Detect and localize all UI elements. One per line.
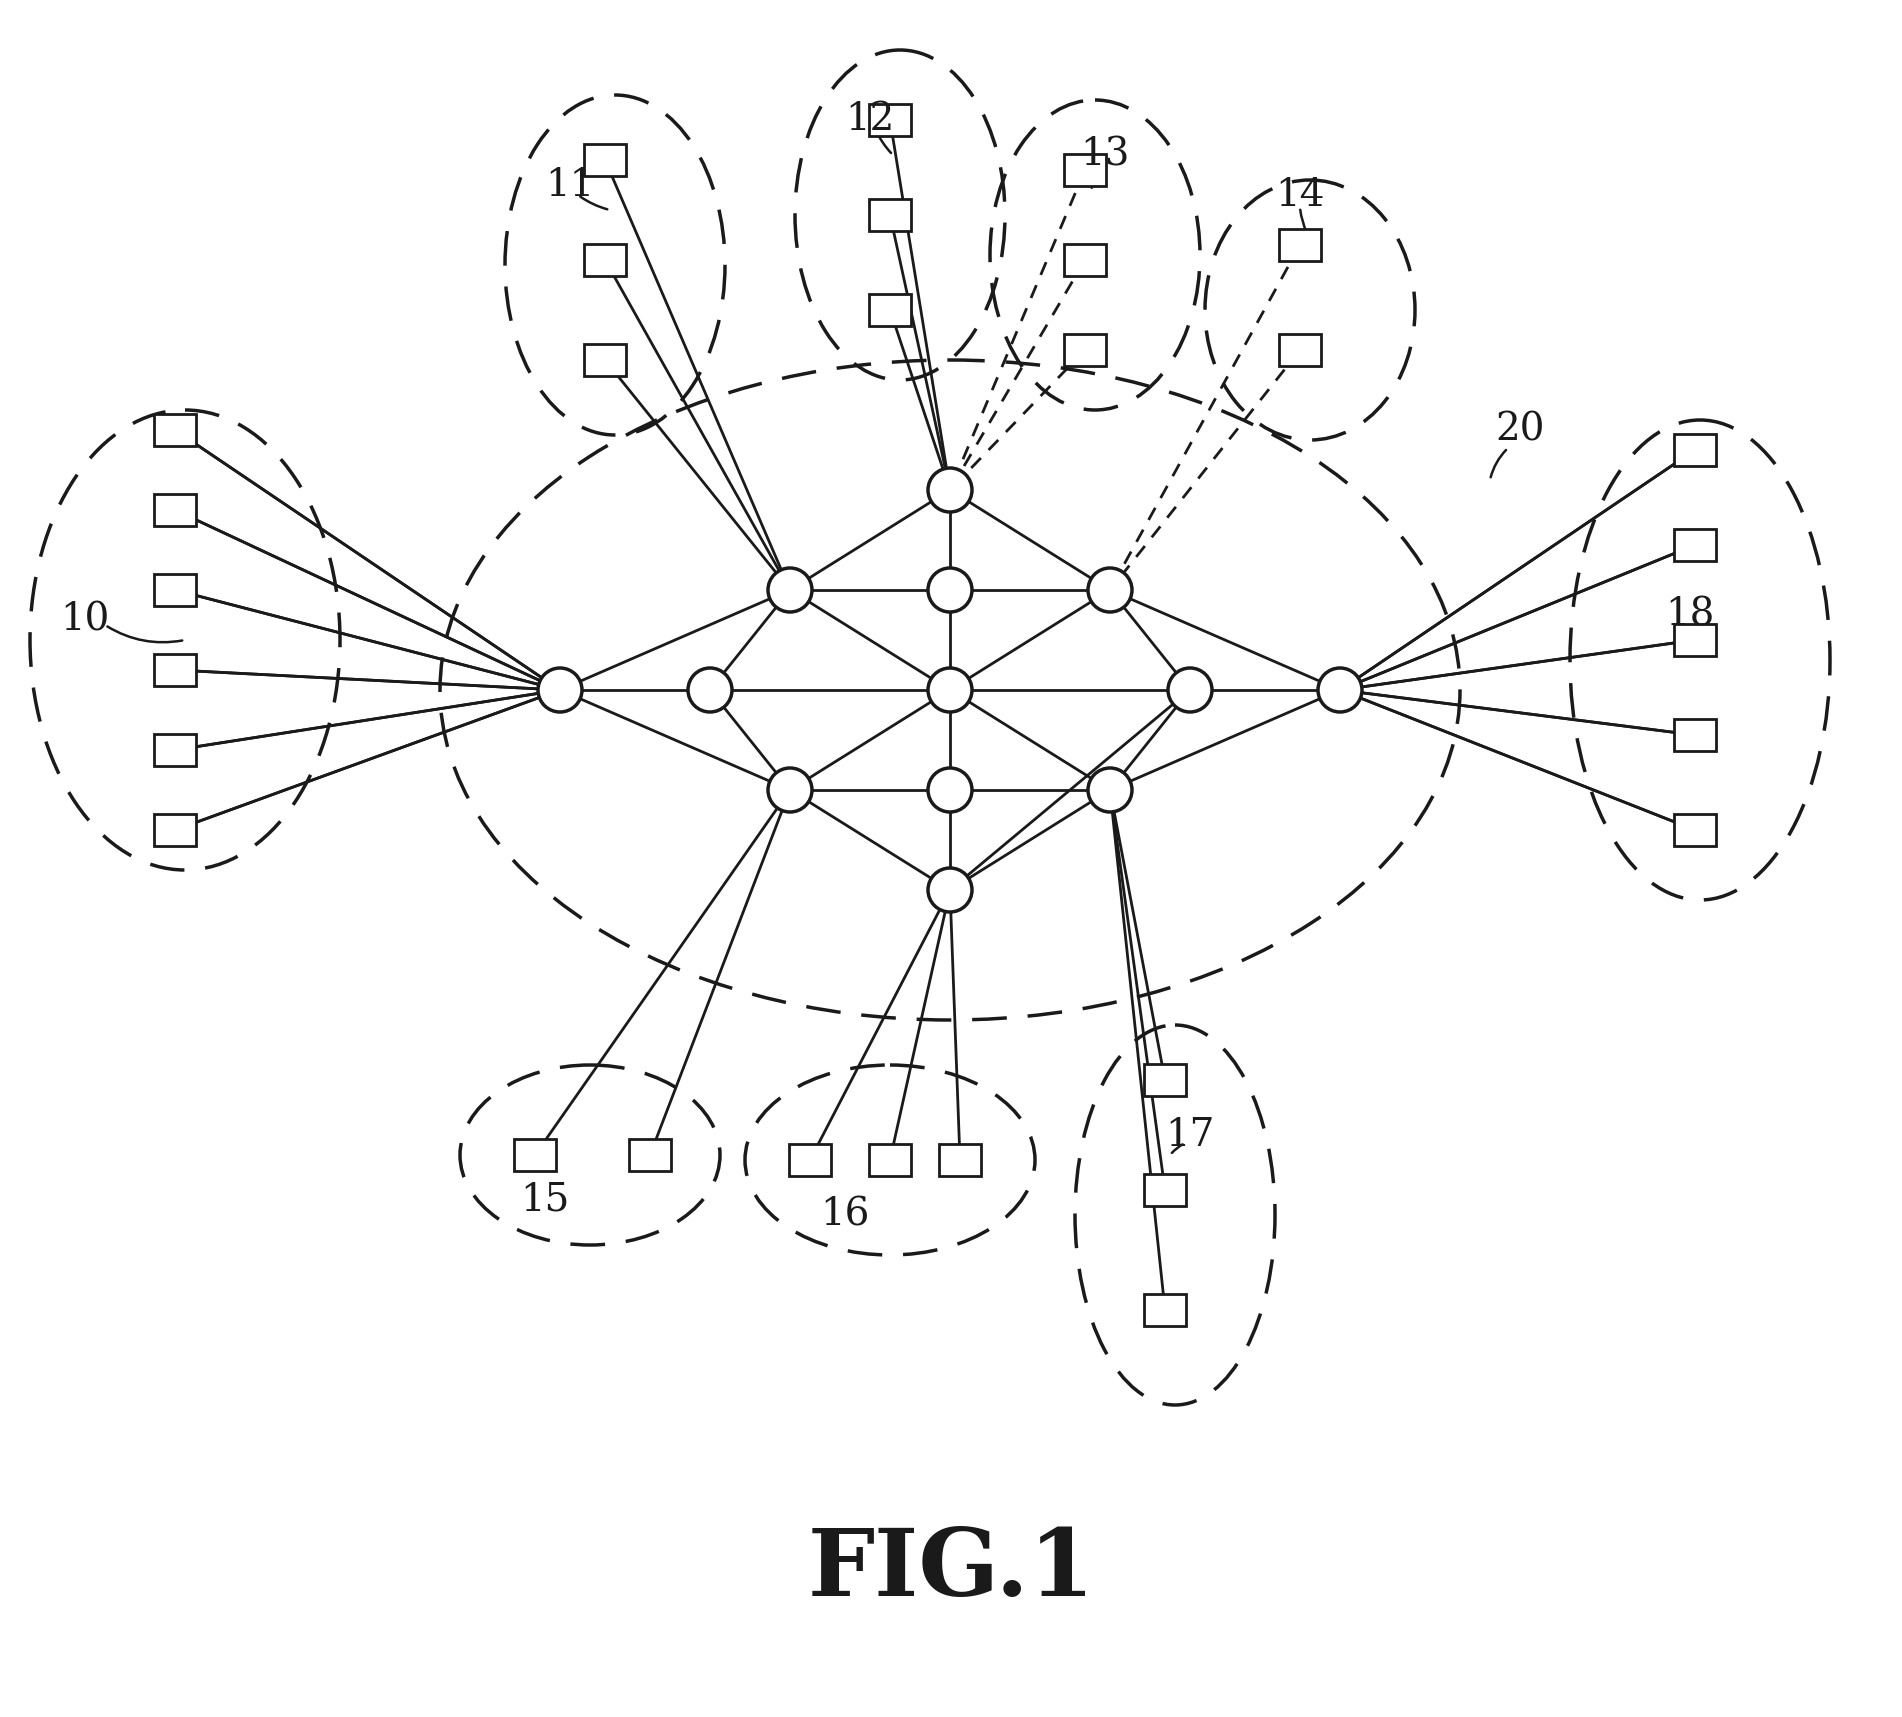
Text: 15: 15 bbox=[521, 1181, 571, 1219]
Circle shape bbox=[928, 869, 972, 912]
Text: 14: 14 bbox=[1274, 177, 1326, 213]
Bar bbox=[1674, 814, 1716, 846]
Text: FIG.1: FIG.1 bbox=[806, 1525, 1096, 1616]
Bar bbox=[630, 1138, 671, 1171]
Bar bbox=[1063, 244, 1105, 276]
Text: 16: 16 bbox=[820, 1197, 869, 1233]
Circle shape bbox=[1318, 668, 1362, 713]
Bar bbox=[584, 144, 626, 177]
Bar bbox=[1674, 529, 1716, 561]
Bar bbox=[154, 654, 196, 687]
Bar bbox=[1143, 1065, 1187, 1095]
Bar bbox=[514, 1138, 555, 1171]
Bar bbox=[154, 733, 196, 766]
Bar bbox=[1143, 1174, 1187, 1205]
Text: 18: 18 bbox=[1666, 596, 1716, 634]
Circle shape bbox=[928, 668, 972, 713]
Bar bbox=[1674, 623, 1716, 656]
Circle shape bbox=[689, 668, 732, 713]
Bar bbox=[869, 1144, 911, 1176]
Circle shape bbox=[928, 568, 972, 611]
Bar bbox=[869, 294, 911, 326]
Bar bbox=[869, 199, 911, 232]
Bar bbox=[1063, 155, 1105, 185]
Bar bbox=[789, 1144, 831, 1176]
Bar bbox=[1674, 719, 1716, 750]
Circle shape bbox=[538, 668, 582, 713]
Bar bbox=[154, 414, 196, 446]
Bar bbox=[154, 494, 196, 525]
Circle shape bbox=[928, 767, 972, 812]
Bar bbox=[1143, 1295, 1187, 1326]
Text: 11: 11 bbox=[546, 167, 595, 204]
Text: 10: 10 bbox=[61, 601, 110, 639]
Text: 13: 13 bbox=[1080, 136, 1130, 173]
Circle shape bbox=[1088, 568, 1132, 611]
Text: 17: 17 bbox=[1166, 1116, 1215, 1154]
Bar bbox=[584, 244, 626, 276]
Circle shape bbox=[768, 767, 812, 812]
Text: 12: 12 bbox=[844, 101, 894, 139]
Circle shape bbox=[1088, 767, 1132, 812]
Bar bbox=[940, 1144, 981, 1176]
Bar bbox=[1674, 434, 1716, 465]
Bar bbox=[154, 573, 196, 606]
Circle shape bbox=[1168, 668, 1212, 713]
Bar bbox=[1278, 335, 1322, 366]
Bar bbox=[1278, 228, 1322, 261]
Bar bbox=[154, 814, 196, 846]
Circle shape bbox=[928, 469, 972, 512]
Text: 20: 20 bbox=[1495, 412, 1544, 448]
Bar bbox=[1063, 335, 1105, 366]
Bar bbox=[869, 105, 911, 136]
Circle shape bbox=[768, 568, 812, 611]
Bar bbox=[584, 343, 626, 376]
